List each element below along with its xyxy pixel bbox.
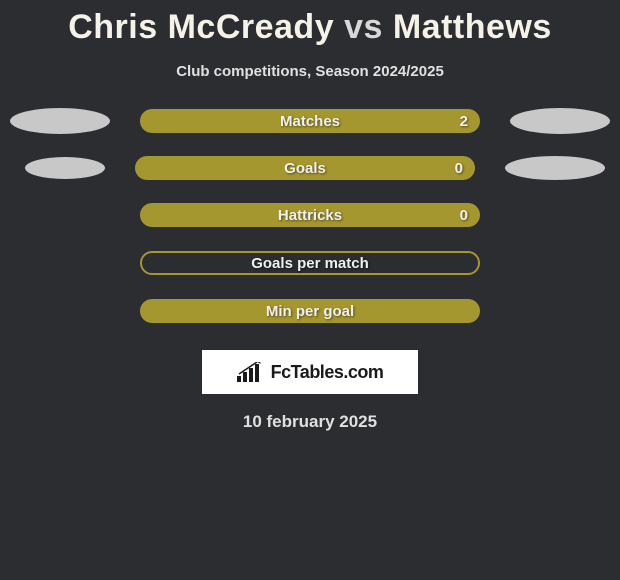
stat-label: Goals <box>284 160 326 177</box>
player1-marker <box>10 108 110 134</box>
vs-separator: vs <box>344 8 383 46</box>
stat-row-min-per-goal: Min per goal <box>0 298 620 324</box>
stat-value: 0 <box>460 207 468 224</box>
bars-icon <box>237 362 265 382</box>
stat-bar: Hattricks 0 <box>140 203 480 227</box>
logo-box: FcTables.com <box>202 350 418 394</box>
stat-row-goals: Goals 0 <box>0 156 620 180</box>
stat-row-matches: Matches 2 <box>0 108 620 134</box>
page-title: Chris McCready vs Matthews <box>0 8 620 47</box>
marker-placeholder <box>10 202 110 228</box>
date-text: 10 february 2025 <box>0 412 620 432</box>
player2-marker <box>505 156 605 180</box>
stat-bar: Min per goal <box>140 299 480 323</box>
logo: FcTables.com <box>237 362 384 383</box>
logo-text: FcTables.com <box>271 362 384 383</box>
marker-placeholder <box>10 298 110 324</box>
player2-marker <box>510 108 610 134</box>
stat-bar: Goals 0 <box>135 156 475 180</box>
stat-label: Matches <box>280 113 340 130</box>
subtitle: Club competitions, Season 2024/2025 <box>0 63 620 80</box>
stat-bar: Matches 2 <box>140 109 480 133</box>
player2-name: Matthews <box>393 8 552 46</box>
stat-row-goals-per-match: Goals per match <box>0 250 620 276</box>
marker-placeholder <box>510 202 610 228</box>
comparison-infographic: Chris McCready vs Matthews Club competit… <box>0 0 620 432</box>
stat-bar: Goals per match <box>140 251 480 275</box>
marker-placeholder <box>10 250 110 276</box>
stat-value: 2 <box>460 113 468 130</box>
marker-placeholder <box>510 298 610 324</box>
stat-row-hattricks: Hattricks 0 <box>0 202 620 228</box>
player1-marker <box>25 157 105 179</box>
stat-value: 0 <box>455 160 463 177</box>
stat-label: Min per goal <box>266 303 354 320</box>
player1-name: Chris McCready <box>68 8 334 46</box>
stat-rows: Matches 2 Goals 0 Hattricks 0 Goals <box>0 108 620 324</box>
stat-label: Hattricks <box>278 207 342 224</box>
stat-label: Goals per match <box>251 255 369 272</box>
marker-placeholder <box>510 250 610 276</box>
